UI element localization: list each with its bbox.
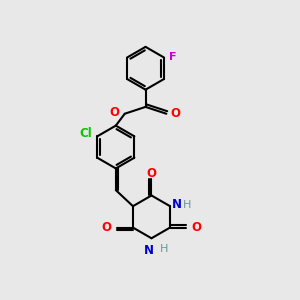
Text: O: O (171, 107, 181, 120)
Text: O: O (110, 106, 119, 119)
Text: N: N (172, 198, 182, 211)
Text: N: N (144, 244, 154, 256)
Text: H: H (182, 200, 191, 210)
Text: F: F (169, 52, 177, 62)
Text: O: O (146, 167, 157, 180)
Text: Cl: Cl (79, 128, 92, 140)
Text: O: O (191, 221, 201, 234)
Text: H: H (160, 244, 168, 254)
Text: O: O (102, 221, 112, 234)
